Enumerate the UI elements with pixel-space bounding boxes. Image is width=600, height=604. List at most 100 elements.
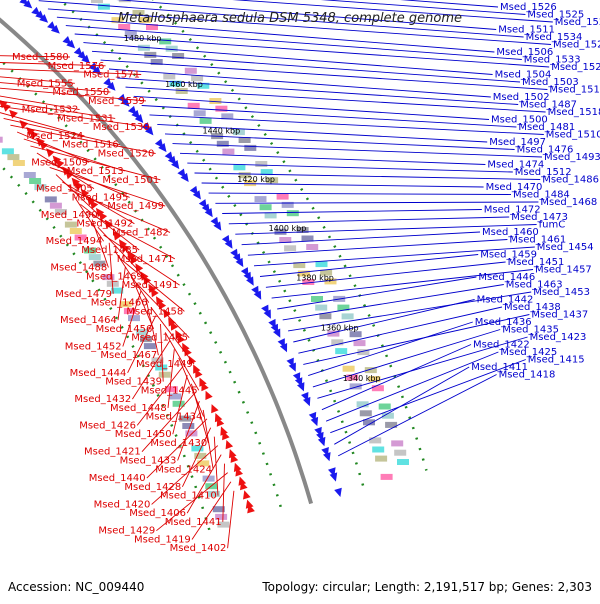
gene-label[interactable]: Msed_1493 xyxy=(544,152,600,163)
feature-block xyxy=(13,160,25,166)
feature-block xyxy=(391,440,403,446)
gene-label[interactable]: Msed_1441 xyxy=(165,517,222,528)
gene-label[interactable]: Msed_1519 xyxy=(549,85,600,96)
kbp-tick-label: 1460 kbp xyxy=(165,80,203,89)
feature-block xyxy=(284,245,296,251)
feature-block xyxy=(233,164,245,170)
feature-block xyxy=(185,68,197,74)
feature-block xyxy=(277,194,289,200)
label-leader-lines xyxy=(0,0,553,548)
gene-label[interactable]: Msed_1491 xyxy=(122,280,179,291)
leader-line xyxy=(209,193,511,194)
feature-block xyxy=(375,456,387,462)
feature-block xyxy=(65,222,77,228)
gene-label[interactable]: Msed_1468 xyxy=(540,197,597,208)
feature-block xyxy=(360,410,372,416)
gene-label[interactable]: Msed_1437 xyxy=(531,310,588,321)
feature-block xyxy=(369,437,381,443)
accession-text: Accession: NC_009440 xyxy=(8,580,144,594)
feature-block xyxy=(306,244,318,250)
feature-block xyxy=(194,110,206,116)
feature-block xyxy=(255,161,267,167)
feature-block xyxy=(200,118,212,124)
feature-block xyxy=(2,148,14,154)
gene-label[interactable]: Msed_1410 xyxy=(160,491,217,502)
gene-arrow xyxy=(226,440,234,449)
gene-label[interactable]: Msed_1423 xyxy=(530,332,587,343)
gene-label[interactable]: Msed_1430 xyxy=(150,438,207,449)
leader-line xyxy=(313,330,500,387)
feature-block xyxy=(98,4,110,10)
leader-line xyxy=(92,51,520,82)
gene-label[interactable]: Msed_1434 xyxy=(146,412,203,423)
feature-block xyxy=(354,340,366,346)
gene-label[interactable]: Msed_1418 xyxy=(499,370,556,381)
feature-block xyxy=(166,46,178,52)
gene-label[interactable]: Msed_1453 xyxy=(533,287,590,298)
kbp-tick-label: 1400 kbp xyxy=(269,224,307,233)
kbp-tick-label: 1360 kbp xyxy=(321,323,359,332)
feature-block xyxy=(381,474,393,480)
feature-block xyxy=(372,447,384,453)
feature-block xyxy=(342,313,354,319)
gene-label[interactable]: Msed_1454 xyxy=(537,242,594,253)
gene-label[interactable]: Msed_1523 xyxy=(555,17,600,28)
leader-line xyxy=(228,491,234,548)
leader-line xyxy=(283,285,504,320)
kbp-tick-label: 1340 kbp xyxy=(343,374,381,383)
feature-block xyxy=(244,145,256,151)
feature-block xyxy=(144,343,156,349)
gene-label[interactable]: Msed_1424 xyxy=(155,464,212,475)
gene-arrow xyxy=(334,488,342,497)
gene-label[interactable]: Msed_1449 xyxy=(136,359,193,370)
gene-arrow xyxy=(211,404,218,413)
gene-arrow xyxy=(243,490,251,499)
feature-block xyxy=(50,203,62,209)
gene-label[interactable]: Msed_1482 xyxy=(112,227,169,238)
gene-label[interactable]: Msed_1510 xyxy=(546,130,600,141)
gene-label[interactable]: Msed_1415 xyxy=(528,355,585,366)
gene-label[interactable]: Msed_1457 xyxy=(535,265,592,276)
gene-label[interactable]: Msed_1501 xyxy=(102,175,159,186)
feature-block xyxy=(255,196,267,202)
feature-block xyxy=(394,450,406,456)
feature-block xyxy=(7,154,19,160)
gene-label[interactable]: Msed_1465 xyxy=(131,333,188,344)
feature-block xyxy=(91,0,103,3)
leader-line xyxy=(215,202,538,203)
kbp-tick-label: 1420 kbp xyxy=(237,175,275,184)
leader-line xyxy=(180,153,485,164)
gene-label[interactable]: Msed_1539 xyxy=(88,96,145,107)
gene-label[interactable]: Msed_1530 xyxy=(93,122,150,133)
feature-block xyxy=(222,149,234,155)
gene-label[interactable]: Msed_1520 xyxy=(98,149,155,160)
gene-label[interactable]: Msed_1402 xyxy=(170,543,227,554)
feature-block xyxy=(397,459,409,465)
gene-label[interactable]: Msed_1522 xyxy=(553,40,600,51)
gene-label[interactable]: Msed_1499 xyxy=(107,201,164,212)
gene-label[interactable]: Msed_1486 xyxy=(542,175,599,186)
kbp-tick-label: 1480 kbp xyxy=(124,34,162,43)
gene-arrow xyxy=(205,391,212,400)
gene-label[interactable]: Msed_1521 xyxy=(551,62,600,73)
gene-label[interactable]: Msed_1445 xyxy=(141,385,198,396)
gene-label[interactable]: Msed_1458 xyxy=(126,306,183,317)
kbp-tick-label: 1380 kbp xyxy=(296,273,334,282)
feature-block xyxy=(311,296,323,302)
feature-block xyxy=(265,212,277,218)
topology-text: Topology: circular; Length: 2,191,517 bp… xyxy=(262,580,592,594)
feature-block xyxy=(24,172,36,178)
gene-label[interactable]: Msed_1518 xyxy=(548,107,600,118)
gene-arrow xyxy=(323,452,331,461)
feature-block xyxy=(335,348,347,354)
feature-block xyxy=(287,210,299,216)
feature-block xyxy=(163,73,175,79)
feature-block xyxy=(182,423,194,429)
gene-label[interactable]: Msed_1571 xyxy=(83,70,140,81)
gene-label[interactable]: Msed_1471 xyxy=(117,254,174,265)
gene-arrow xyxy=(330,472,338,481)
feature-block xyxy=(379,404,391,410)
gene-label[interactable]: fumC xyxy=(539,220,566,231)
feature-block xyxy=(343,366,355,372)
